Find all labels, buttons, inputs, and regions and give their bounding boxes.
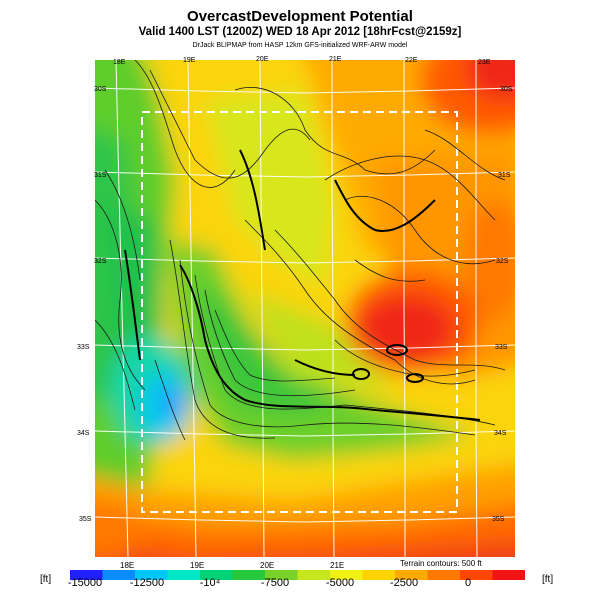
terrain-contours-bold xyxy=(124,149,481,421)
colorbar-swatch xyxy=(362,570,396,580)
lat-label-right: 33S xyxy=(495,344,508,351)
colorbar-tick: -10⁴ xyxy=(199,577,221,589)
colorbar-unit-left: [ft] xyxy=(40,574,52,585)
terrain-contours xyxy=(95,60,506,441)
model-credit-line: DrJack BLIPMAP from HASP 12km GFS-initia… xyxy=(192,42,408,49)
colorbar-swatch xyxy=(395,570,429,580)
lat-label-left: 34S xyxy=(77,430,90,437)
lon-label-bottom: 20E xyxy=(260,561,275,570)
lat-label-right: 34S xyxy=(494,430,507,437)
colorbar-swatch xyxy=(460,570,494,580)
colorbar-swatch xyxy=(492,570,525,580)
valid-time-subtitle: Valid 1400 LST (1200Z) WED 18 Apr 2012 [… xyxy=(138,26,462,38)
inner-domain-box xyxy=(141,111,458,513)
colorbar-tick: -2500 xyxy=(389,577,419,589)
lon-label-top: 20E xyxy=(256,56,269,63)
lon-label-bottom: 21E xyxy=(330,561,345,570)
lat-label-left: 30S xyxy=(94,86,107,93)
lat-label-left: 31S xyxy=(94,172,107,179)
colorbar-swatch xyxy=(167,570,201,580)
terrain-contour-note: Terrain contours: 500 ft xyxy=(400,559,482,568)
colorbar-swatch xyxy=(265,570,299,580)
lon-label-top: 21E xyxy=(329,56,342,63)
lat-label-left: 35S xyxy=(79,516,92,523)
lat-label-right: 32S xyxy=(496,258,509,265)
lat-label-right: 35S xyxy=(492,516,505,523)
lat-label-right: 31S xyxy=(498,172,511,179)
colorbar-swatch xyxy=(427,570,461,580)
lon-label-top: 18E xyxy=(113,59,126,66)
forecast-map xyxy=(95,60,515,557)
lon-label-top: 23E xyxy=(478,59,491,66)
colorbar-swatch xyxy=(330,570,364,580)
colorbar-swatch xyxy=(102,570,136,580)
colorbar-swatch xyxy=(297,570,331,580)
colorbar xyxy=(70,570,525,580)
colorbar-tick: -5000 xyxy=(325,577,355,589)
lon-label-bottom: 19E xyxy=(190,561,205,570)
colorbar-tick: -7500 xyxy=(260,577,290,589)
colorbar-swatch xyxy=(135,570,169,580)
colorbar-unit-right: [ft] xyxy=(542,574,554,585)
page-title: OvercastDevelopment Potential xyxy=(187,8,413,25)
lat-label-left: 33S xyxy=(77,344,90,351)
lat-label-right: 30S xyxy=(500,86,513,93)
lon-label-top: 22E xyxy=(405,57,418,64)
colorbar-tick: -12500 xyxy=(129,577,165,589)
colorbar-swatch xyxy=(70,570,104,580)
colorbar-tick: -15000 xyxy=(67,577,103,589)
colorbar-tick: 0 xyxy=(464,577,472,589)
lon-label-top: 19E xyxy=(183,57,196,64)
colorbar-swatch xyxy=(200,570,234,580)
lat-label-left: 32S xyxy=(94,258,107,265)
lon-label-bottom: 18E xyxy=(120,561,135,570)
colorbar-swatch xyxy=(232,570,266,580)
